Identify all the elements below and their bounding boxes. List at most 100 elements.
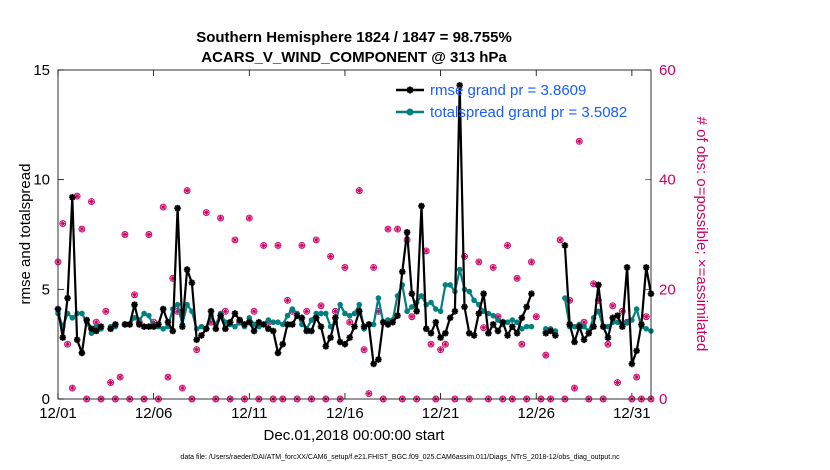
obs-count-point [594,296,602,304]
obs-count-point [542,351,550,359]
totalspread-point [471,297,477,304]
rmse-point [413,307,420,315]
obs-possible-marker [437,346,445,354]
rmse-point [442,329,449,337]
totalspread-point [356,301,363,308]
rmse-point [322,343,330,350]
obs-assimilated-marker [595,297,601,303]
obs-possible-marker [274,242,282,249]
legend: rmse grand pr = 3.8609 totalspread grand… [396,82,627,121]
obs-count-point [441,340,449,348]
obs-possible-marker [542,351,550,359]
rmse-point [73,336,81,344]
totalspread-point [456,266,463,273]
rmse-point [59,334,67,341]
obs-count-point [571,384,578,392]
rmse-point [485,329,492,337]
obs-possible-marker [609,302,617,310]
obs-count-point [575,137,583,145]
rmse-point [580,336,588,344]
obs-count-point [164,373,172,381]
obs-assimilated-marker [184,188,190,194]
rmse-point [69,193,76,201]
obs-count-point [527,258,535,266]
totalspread-point [279,321,286,328]
obs-assimilated-marker [437,347,444,353]
obs-assimilated-marker [74,193,80,199]
rmse-point [427,329,435,337]
obs-possible-marker [284,296,291,304]
y-right-axis-label: # of obs: o=possible; ×=assimilated [693,117,710,352]
obs-assimilated-marker [251,308,257,314]
obs-count-point [64,340,72,348]
obs-assimilated-marker [160,204,166,210]
totalspread-point [447,282,453,288]
obs-assimilated-marker [122,231,128,238]
totalspread-point [284,312,291,319]
obs-count-point [370,263,378,271]
rmse-point [499,318,507,326]
obs-assimilated-marker [614,379,621,386]
totalspread-point [313,310,320,317]
rmse-point [236,316,244,324]
obs-assimilated-marker [246,215,252,221]
rmse-point [504,332,511,339]
obs-count-point [274,242,282,249]
y-left-tick-label: 10 [33,172,50,189]
rmse-point [528,290,535,298]
totalspread-point [342,310,348,317]
obs-count-point [102,307,110,315]
totalspread-point [93,323,100,330]
totalspread-point [351,310,358,317]
obs-possible-marker [327,252,335,260]
x-tick-label: 12/16 [326,405,364,422]
rmse-point [269,327,277,335]
plot-frame [57,69,652,400]
obs-assimilated-marker [222,308,228,314]
obs-assimilated-marker [514,275,520,281]
obs-count-point [59,220,67,227]
rmse-point [360,323,368,330]
y-left-ticks: 0 5 10 15 [33,62,64,408]
obs-assimilated-marker [581,319,587,325]
obs-count-point [284,296,291,304]
obs-count-point [532,313,540,321]
obs-assimilated-marker [375,308,382,314]
obs-possible-marker [317,302,325,310]
obs-possible-marker [394,225,401,233]
totalspread-point [523,323,530,330]
obs-possible-marker [575,137,583,145]
obs-count-point [250,307,258,315]
obs-assimilated-marker [634,374,640,380]
obs-assimilated-marker [442,341,448,347]
obs-count-point [303,307,311,315]
totalspread-point [428,299,434,306]
obs-possible-marker [121,231,129,238]
rmse-point [561,242,569,249]
obs-count-point [145,231,153,238]
rmse-point [489,321,497,328]
obs-assimilated-marker [342,264,348,270]
rmse-point [566,321,574,328]
rmse-point [379,318,387,326]
totalspread-point [131,315,138,321]
obs-assimilated-marker [318,303,324,309]
obs-assimilated-marker [423,248,429,254]
obs-count-point [489,263,497,271]
obs-assimilated-marker [557,237,563,243]
obs-possible-marker [566,296,574,304]
obs-count-point [504,242,511,249]
rmse-point [609,314,617,322]
rmse-point [518,314,526,322]
obs-possible-marker [298,242,306,249]
obs-count-point [260,242,268,249]
rmse-point [64,294,71,302]
rmse-point [241,321,248,328]
totalspread-point [509,317,516,323]
obs-possible-marker [245,214,253,222]
rmse-point [432,318,440,326]
obs-assimilated-marker [571,385,578,391]
obs-possible-marker [355,187,363,195]
rmse-point [638,321,645,328]
chart-subtitle: ACARS_V_WIND_COMPONENT @ 313 hPa [201,49,507,66]
